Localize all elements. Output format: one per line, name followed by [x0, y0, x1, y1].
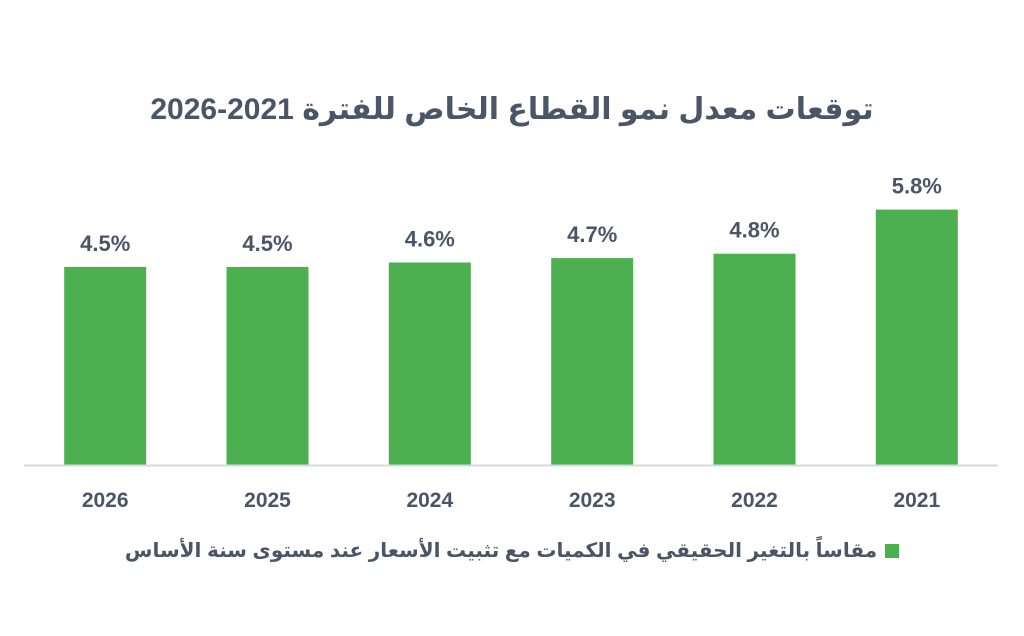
- chart-title: توقعات معدل نمو القطاع الخاص للفترة 2021…: [150, 93, 874, 126]
- bar-2022: [713, 253, 796, 465]
- bar-2023: [551, 258, 634, 465]
- bar-2025: [226, 266, 309, 465]
- bars-layer: [64, 209, 958, 465]
- bar-2024: [388, 262, 471, 465]
- x-tick-label-2023: 2023: [569, 489, 616, 512]
- data-label-2026: 4.5%: [80, 231, 130, 256]
- legend-label: مقاساً بالتغير الحقيقي في الكميات مع تثب…: [124, 540, 878, 562]
- data-label-2023: 4.7%: [567, 222, 617, 247]
- x-tick-label-2021: 2021: [893, 489, 940, 512]
- legend-item: مقاساً بالتغير الحقيقي في الكميات مع تثب…: [124, 538, 900, 563]
- bar-2026: [64, 266, 147, 465]
- data-label-2024: 4.6%: [405, 227, 455, 252]
- x-tick-label-2022: 2022: [731, 489, 778, 512]
- data-label-2021: 5.8%: [892, 174, 942, 199]
- data-labels-layer: 5.8% 4.8% 4.7% 4.6% 4.5% 4.5%: [80, 174, 942, 256]
- x-tick-label-2024: 2024: [406, 489, 453, 512]
- data-label-2022: 4.8%: [729, 218, 779, 243]
- x-tick-labels-layer: 2021 2022 2023 2024 2025 2026: [82, 489, 941, 512]
- legend-swatch: [885, 543, 900, 558]
- data-label-2025: 4.5%: [242, 231, 292, 256]
- x-tick-label-2026: 2026: [82, 489, 129, 512]
- bar-2021: [875, 209, 958, 465]
- legend: مقاساً بالتغير الحقيقي في الكميات مع تثب…: [0, 538, 1024, 563]
- x-tick-label-2025: 2025: [244, 489, 291, 512]
